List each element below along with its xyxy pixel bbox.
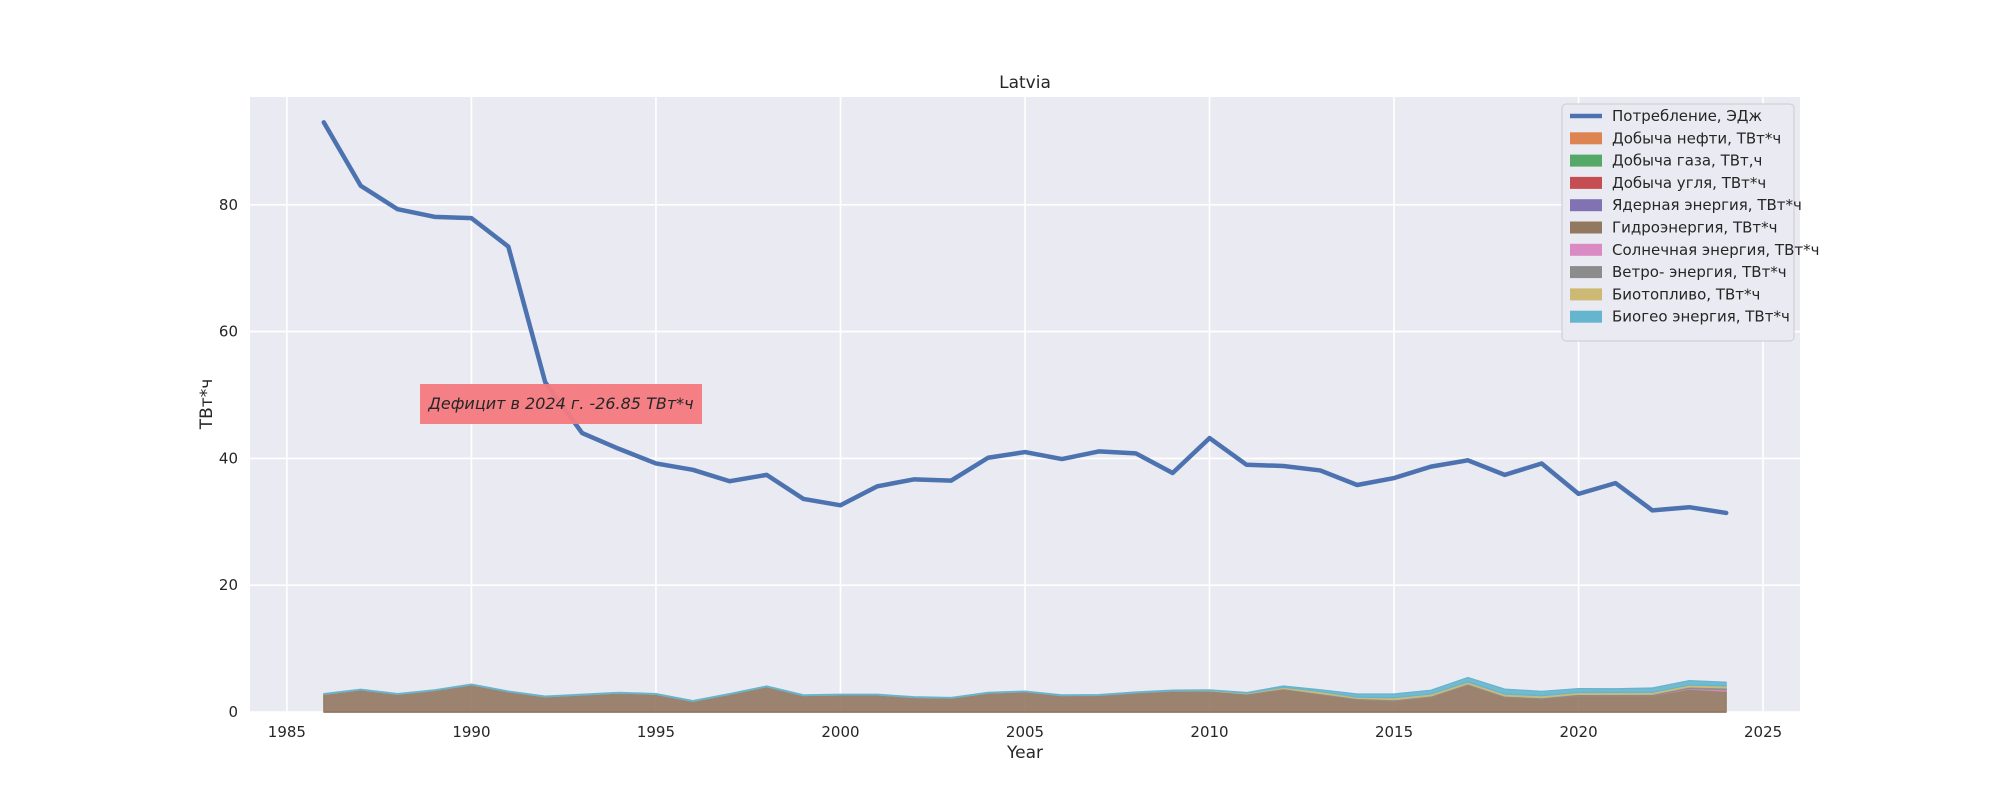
x-tick-label: 2005 [1006, 723, 1044, 741]
y-axis-title: ТВт*ч [197, 379, 217, 431]
x-tick-label: 2010 [1190, 723, 1228, 741]
y-tick-label: 0 [228, 703, 238, 721]
y-tick-label: 80 [219, 196, 238, 214]
legend-swatch [1570, 199, 1602, 212]
x-tick-label: 2025 [1744, 723, 1782, 741]
chart-title: Latvia [999, 73, 1051, 93]
legend-frame [1561, 103, 1795, 342]
legend-label: Солнечная энергия, ТВт*ч [1612, 241, 1819, 259]
y-tick-label: 60 [219, 323, 238, 341]
legend-label: Добыча газа, ТВт,ч [1612, 152, 1762, 170]
legend-swatch [1570, 176, 1602, 189]
legend-label: Потребление, ЭДж [1612, 107, 1762, 125]
legend-label: Добыча угля, ТВт*ч [1612, 174, 1766, 192]
x-tick-label: 2015 [1375, 723, 1413, 741]
legend-swatch [1570, 132, 1602, 145]
legend-swatch [1570, 243, 1602, 256]
legend-swatch [1570, 310, 1602, 323]
area-series [323, 676, 1727, 713]
legend-swatch [1570, 266, 1602, 279]
legend-label: Биотопливо, ТВт*ч [1612, 285, 1760, 303]
x-tick-label: 1990 [452, 723, 490, 741]
legend-swatch [1570, 154, 1602, 167]
area-9 [323, 676, 1727, 702]
annotation-text: Дефицит в 2024 г. -26.85 ТВт*ч [427, 394, 693, 413]
x-tick-label: 2000 [821, 723, 859, 741]
deficit-annotation: Дефицит в 2024 г. -26.85 ТВт*ч [420, 384, 702, 424]
annotation-box [420, 384, 702, 424]
x-tick-label: 1995 [637, 723, 675, 741]
x-axis-title: Year [1006, 743, 1043, 763]
legend-label: Биогео энергия, ТВт*ч [1612, 308, 1790, 326]
legend-swatch [1570, 221, 1602, 234]
legend: Потребление, ЭДж Добыча нефти, ТВт*ч Добыч… [1561, 103, 1819, 342]
legend-label: Ядерная энергия, ТВт*ч [1612, 196, 1802, 214]
y-tick-label: 20 [219, 576, 238, 594]
y-tick-label: 40 [219, 449, 238, 467]
legend-label: Добыча нефти, ТВт*ч [1612, 129, 1781, 147]
x-tick-label: 2020 [1559, 723, 1597, 741]
x-tick-label: 1985 [268, 723, 306, 741]
legend-label: Гидроэнергия, ТВт*ч [1612, 219, 1778, 237]
y-tick-labels: 0 20 40 60 80 [219, 196, 238, 721]
x-tick-labels: 1985 1990 1995 2000 2005 2010 2015 2020 2025 [268, 723, 1782, 741]
legend-swatch [1570, 288, 1602, 301]
legend-label: Ветро- энергия, ТВт*ч [1612, 263, 1787, 281]
